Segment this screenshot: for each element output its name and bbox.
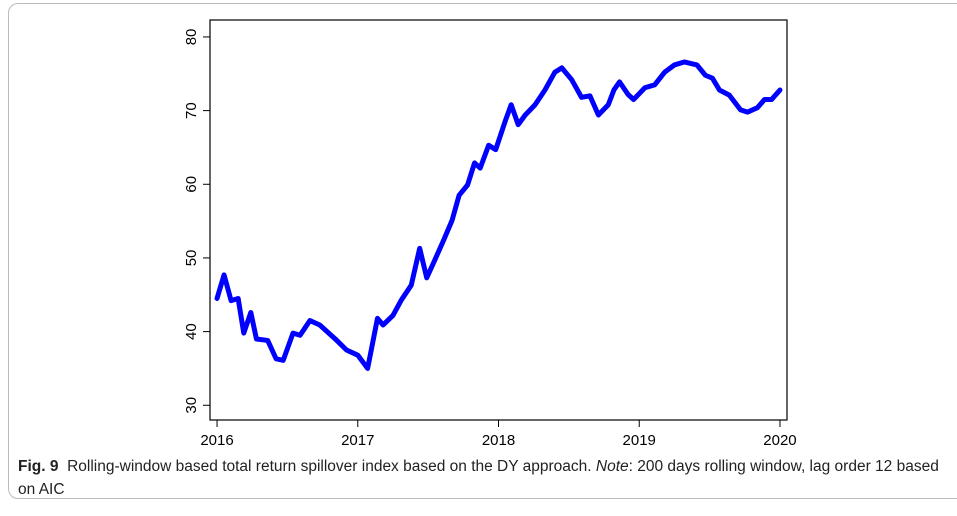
- plot-box: [209, 19, 788, 421]
- y-tick-label: 70: [183, 102, 200, 119]
- figure-frame: [8, 3, 957, 499]
- y-tick-label: 30: [183, 397, 200, 414]
- x-tick-label: 2018: [482, 432, 515, 449]
- caption: Fig. 9 Rolling-window based total return…: [18, 455, 943, 501]
- x-tick-label: 2016: [200, 432, 233, 449]
- x-tick-label: 2019: [623, 432, 656, 449]
- caption-label: Fig. 9: [18, 458, 59, 475]
- caption-note: : 200 days rolling window, lag order 12 …: [18, 458, 939, 498]
- x-tick-label: 2020: [763, 432, 796, 449]
- y-tick-label: 60: [183, 176, 200, 193]
- y-tick-label: 40: [183, 323, 200, 340]
- series-line: [214, 59, 783, 371]
- x-tick-label: 2017: [341, 432, 374, 449]
- y-tick-label: 50: [183, 250, 200, 267]
- caption-text: Rolling-window based total return spillo…: [67, 458, 592, 475]
- y-tick-label: 80: [183, 29, 200, 46]
- caption-note-label: Note: [595, 458, 629, 475]
- chart: 30 40 50 60 70 80 2016 2017 2018 2019 2020: [183, 19, 797, 449]
